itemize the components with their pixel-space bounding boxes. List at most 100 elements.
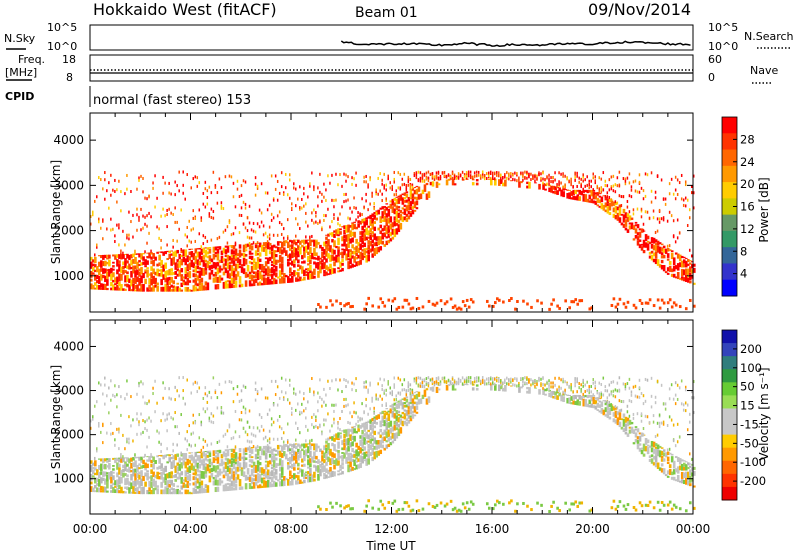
- power-echo-cell: [325, 240, 328, 244]
- velocity-echo-cell: [373, 446, 377, 450]
- velocity-echo-cell: [236, 474, 240, 480]
- velocity-echo-cell: [648, 455, 652, 459]
- velocity-echo-cell: [413, 401, 417, 405]
- velocity-echo-cell: [146, 463, 149, 469]
- power-echo-cell: [184, 267, 188, 274]
- power-scatter-point: [218, 177, 221, 181]
- velocity-near-range-cell: [367, 499, 370, 503]
- velocity-scatter-point: [188, 424, 190, 428]
- velocity-scatter-point: [578, 386, 580, 390]
- power-echo-cell: [656, 245, 660, 253]
- power-echo-cell: [144, 271, 147, 274]
- power-echo-cell: [184, 286, 188, 292]
- power-scatter-point: [447, 173, 450, 177]
- velocity-echo-cell: [650, 440, 654, 447]
- power-scatter-point: [532, 176, 534, 180]
- velocity-echo-cell: [447, 384, 451, 387]
- velocity-echo-cell: [375, 421, 379, 425]
- power-near-range-cell: [411, 306, 415, 310]
- power-echo-cell: [646, 240, 650, 243]
- velocity-scatter-point: [656, 421, 659, 425]
- power-echo-cell: [632, 238, 636, 241]
- power-colorbar-swatch: [722, 230, 737, 248]
- power-scatter-point: [381, 192, 383, 196]
- nsky-tick-lo-left: 10^0: [47, 40, 77, 53]
- velocity-scatter-point: [363, 385, 365, 389]
- velocity-scatter-point: [212, 414, 215, 418]
- velocity-scatter-point: [618, 389, 621, 393]
- power-echo-cell: [186, 277, 190, 286]
- power-echo-cell: [130, 289, 133, 292]
- power-scatter-point: [148, 231, 150, 235]
- power-echo-cell: [337, 246, 340, 250]
- velocity-scatter-point: [345, 404, 347, 408]
- power-echo-cell: [270, 280, 274, 285]
- velocity-scatter-point: [270, 379, 273, 383]
- velocity-echo-cell: [666, 451, 670, 456]
- power-echo-cell: [604, 202, 608, 208]
- power-echo-cell: [371, 239, 375, 244]
- power-echo-cell: [214, 251, 218, 255]
- power-echo-cell: [624, 212, 628, 219]
- power-scatter-point: [134, 251, 136, 255]
- velocity-echo-cell: [377, 440, 381, 445]
- power-echo-cell: [347, 233, 350, 242]
- power-echo-cell: [359, 220, 362, 225]
- power-scatter-point: [256, 222, 259, 226]
- power-scatter-point: [676, 218, 679, 222]
- velocity-echo-cell: [381, 415, 385, 423]
- velocity-echo-cell: [266, 479, 270, 488]
- velocity-scatter-point: [646, 378, 649, 382]
- power-scatter-point: [395, 193, 398, 197]
- power-scatter-point: [160, 238, 162, 242]
- velocity-echo-cell: [335, 458, 338, 466]
- power-echo-cell: [666, 258, 670, 261]
- velocity-scatter-point: [620, 408, 623, 412]
- velocity-echo-cell: [578, 394, 582, 400]
- velocity-echo-cell: [307, 459, 310, 466]
- power-scatter-point: [417, 170, 420, 174]
- power-echo-cell: [184, 258, 188, 266]
- velocity-echo-cell: [142, 475, 145, 481]
- power-scatter-point: [518, 178, 520, 182]
- power-scatter-point: [307, 224, 309, 228]
- power-scatter-point: [576, 174, 578, 178]
- velocity-scatter-point: [451, 377, 454, 381]
- power-echo-cell: [421, 189, 425, 195]
- velocity-echo-cell: [425, 388, 429, 391]
- velocity-echo-cell: [218, 478, 222, 486]
- velocity-echo-cell: [264, 460, 268, 463]
- power-echo-cell: [371, 231, 375, 234]
- velocity-echo-cell: [248, 483, 252, 490]
- velocity-echo-cell: [102, 486, 105, 493]
- power-scatter-point: [126, 173, 128, 177]
- power-scatter-point: [120, 249, 122, 253]
- power-echo-cell: [278, 263, 282, 269]
- velocity-echo-cell: [341, 452, 344, 454]
- velocity-echo-cell: [381, 432, 385, 436]
- velocity-echo-cell: [102, 471, 105, 477]
- power-scatter-point: [618, 184, 621, 188]
- velocity-scatter-point: [282, 397, 285, 401]
- velocity-scatter-point: [343, 397, 345, 401]
- velocity-echo-cell: [349, 468, 352, 472]
- velocity-scatter-point: [206, 407, 209, 411]
- velocity-echo-cell: [242, 456, 246, 462]
- velocity-echo-cell: [130, 457, 133, 462]
- power-scatter-point: [473, 171, 476, 175]
- power-scatter-point: [92, 213, 94, 217]
- velocity-echo-cell: [108, 471, 111, 480]
- power-echo-cell: [684, 257, 688, 259]
- power-echo-cell: [584, 194, 588, 203]
- power-scatter-point: [347, 175, 349, 179]
- power-echo-cell: [130, 266, 133, 270]
- velocity-scatter-point: [548, 382, 550, 386]
- velocity-scatter-point: [286, 422, 289, 426]
- velocity-echo-cell: [347, 437, 350, 446]
- power-scatter-point: [626, 176, 629, 180]
- velocity-scatter-point: [693, 411, 695, 415]
- power-scatter-point: [658, 220, 661, 224]
- power-echo-cell: [186, 272, 190, 278]
- velocity-scatter-point: [240, 398, 243, 402]
- power-echo-cell: [188, 270, 192, 279]
